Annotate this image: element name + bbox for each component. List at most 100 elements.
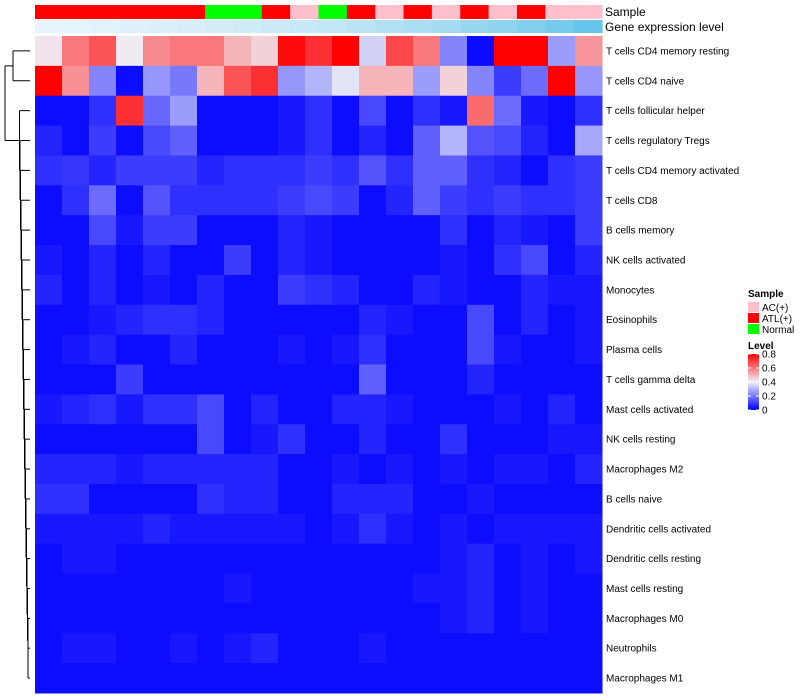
sample-annotation-cell xyxy=(403,5,433,19)
heatmap-cell xyxy=(467,304,495,336)
heatmap-cell xyxy=(305,364,333,395)
heatmap-cell xyxy=(62,663,90,694)
heatmap-cell xyxy=(359,334,387,365)
sample-annotation-cell xyxy=(91,5,121,19)
heatmap-cell xyxy=(521,36,549,67)
heatmap-cell xyxy=(494,513,522,545)
heatmap-cell xyxy=(143,155,171,186)
heatmap-cell xyxy=(170,543,198,575)
heatmap-cell xyxy=(89,274,117,306)
heatmap-cell xyxy=(386,633,414,664)
heatmap-cell xyxy=(332,36,360,67)
heatmap-cell xyxy=(62,633,90,664)
heatmap-cell xyxy=(440,603,468,634)
heatmap-cell xyxy=(170,185,198,216)
heatmap-cell xyxy=(332,334,360,365)
heatmap-cell xyxy=(467,364,495,395)
gene-expression-annotation-bar xyxy=(35,20,603,33)
heatmap-cell xyxy=(35,543,63,575)
heatmap-cell xyxy=(62,483,90,515)
heatmap-cell xyxy=(494,95,522,127)
heatmap-cell xyxy=(143,304,171,336)
heatmap-cell xyxy=(305,155,333,186)
heatmap-cell xyxy=(521,454,549,485)
heatmap-cell xyxy=(413,334,441,365)
heatmap-cell xyxy=(62,573,90,604)
heatmap-cell xyxy=(359,304,387,336)
heatmap-cell xyxy=(170,125,198,156)
heatmap-cell xyxy=(386,454,414,485)
heatmap-cell xyxy=(197,304,225,336)
heatmap-cell xyxy=(467,513,495,545)
heatmap-cell xyxy=(251,155,279,186)
heatmap-cell xyxy=(413,603,441,634)
heatmap-cell xyxy=(305,274,333,306)
expression-annotation-cell xyxy=(176,20,206,33)
heatmap-cell xyxy=(89,573,117,604)
sample-annotation-cell xyxy=(205,5,235,19)
heatmap-cell xyxy=(170,573,198,604)
sample-annotation-cell xyxy=(545,5,575,19)
expression-annotation-cell xyxy=(375,20,405,33)
heatmap-cell xyxy=(521,155,549,186)
legend-tick-label: 0.6 xyxy=(762,364,776,375)
heatmap-cell xyxy=(116,155,144,186)
heatmap-cell xyxy=(467,603,495,634)
heatmap-cell xyxy=(251,274,279,306)
heatmap-cell xyxy=(143,513,171,545)
heatmap-cell xyxy=(494,125,522,156)
sample-annotation-cell xyxy=(573,5,603,19)
heatmap-cell xyxy=(89,155,117,186)
heatmap-cell xyxy=(35,36,63,67)
heatmap-cell xyxy=(251,36,279,67)
heatmap-cell xyxy=(170,424,198,455)
heatmap-cell xyxy=(143,394,171,425)
heatmap-cell xyxy=(386,483,414,515)
heatmap-cell xyxy=(440,513,468,545)
heatmap-cell xyxy=(62,125,90,156)
heatmap-cell xyxy=(521,245,549,276)
heatmap-cell xyxy=(197,334,225,365)
heatmap-cell xyxy=(35,304,63,336)
heatmap-cell xyxy=(359,603,387,634)
heatmap-cell xyxy=(332,65,360,97)
heatmap-cell xyxy=(116,424,144,455)
heatmap-cell xyxy=(386,304,414,336)
heatmap-cell xyxy=(251,65,279,97)
heatmap-cell xyxy=(116,663,144,694)
heatmap-cell xyxy=(35,573,63,604)
heatmap-cell xyxy=(197,394,225,425)
expression-annotation-cell xyxy=(233,20,263,33)
heatmap-cell xyxy=(305,215,333,246)
heatmap-cell xyxy=(197,245,225,276)
heatmap-cell xyxy=(413,125,441,156)
heatmap-cell xyxy=(197,364,225,395)
heatmap-cell xyxy=(440,95,468,127)
heatmap-cell xyxy=(143,274,171,306)
heatmap-cell xyxy=(224,513,252,545)
heatmap-cell xyxy=(89,483,117,515)
heatmap-cell xyxy=(359,424,387,455)
heatmap-cell xyxy=(305,65,333,97)
legend-tick-label: 0 xyxy=(762,406,768,417)
row-label: Mast cells resting xyxy=(606,584,683,595)
heatmap-cell xyxy=(548,215,576,246)
heatmap-cell xyxy=(89,543,117,575)
heatmap-cell xyxy=(89,304,117,336)
heatmap-cell xyxy=(62,304,90,336)
heatmap-cell xyxy=(224,454,252,485)
heatmap-cell xyxy=(89,334,117,365)
heatmap-cell xyxy=(197,155,225,186)
heatmap-cell xyxy=(170,95,198,127)
heatmap-cell xyxy=(521,543,549,575)
sample-annotation-cell xyxy=(318,5,348,19)
heatmap-cell xyxy=(251,334,279,365)
heatmap-cell xyxy=(386,424,414,455)
heatmap-cell xyxy=(386,125,414,156)
legend-item-label: ATL(+) xyxy=(762,314,792,325)
heatmap-cell xyxy=(89,364,117,395)
heatmap-cell xyxy=(170,364,198,395)
heatmap-cell xyxy=(548,483,576,515)
heatmap-cell xyxy=(548,424,576,455)
legend-tick-label: 0.2 xyxy=(762,392,776,403)
